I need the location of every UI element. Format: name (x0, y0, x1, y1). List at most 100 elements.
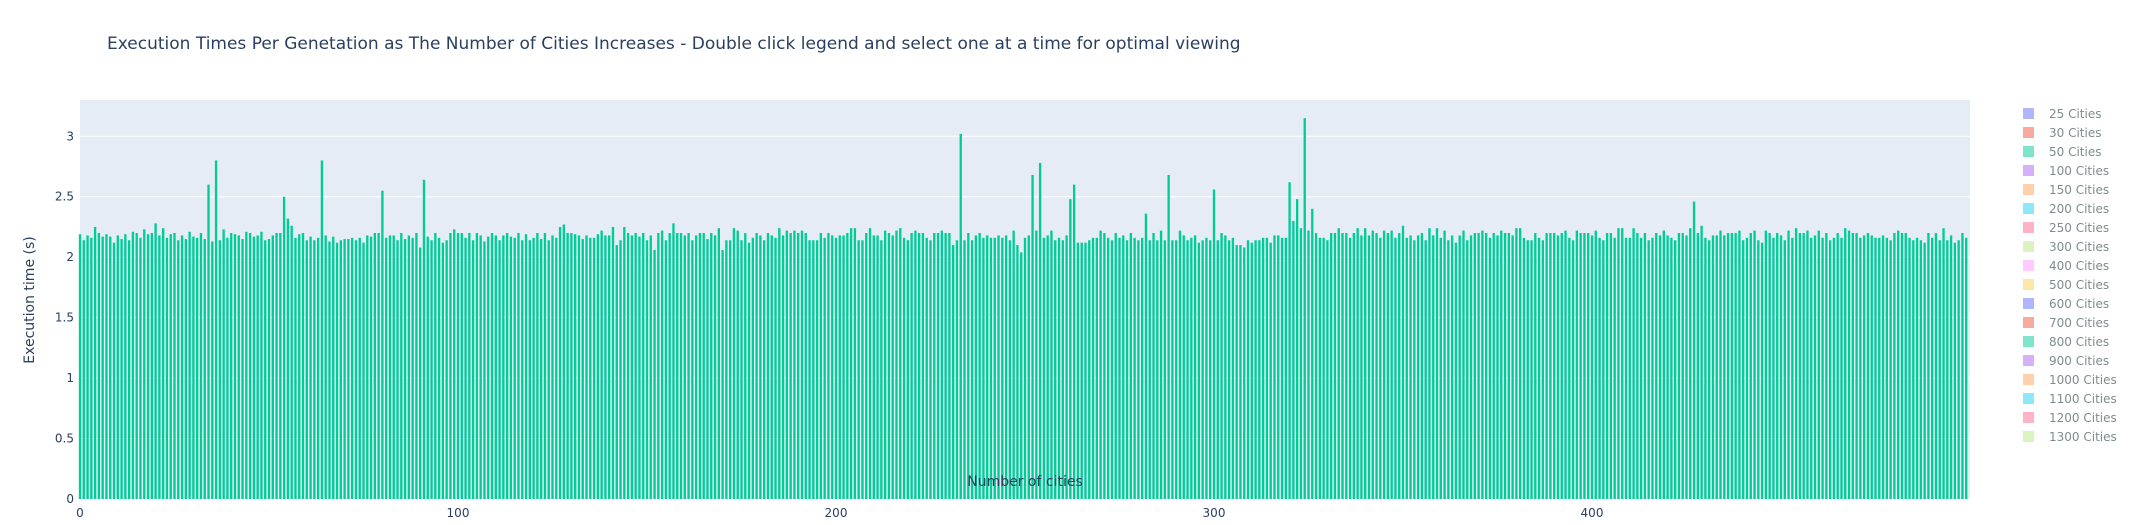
bar[interactable] (1605, 233, 1609, 499)
bar[interactable] (1466, 240, 1469, 499)
bar[interactable] (127, 240, 131, 499)
bar[interactable] (691, 240, 694, 499)
bar[interactable] (642, 233, 645, 499)
bar[interactable] (479, 235, 482, 499)
bar[interactable] (574, 234, 577, 499)
bar[interactable] (502, 235, 505, 499)
bar[interactable] (169, 234, 172, 499)
bar[interactable] (1163, 240, 1167, 499)
bar[interactable] (955, 240, 959, 499)
bar[interactable] (1791, 237, 1794, 499)
bar[interactable] (112, 242, 116, 499)
bar[interactable] (1046, 235, 1049, 499)
bar[interactable] (1175, 240, 1178, 499)
bar[interactable] (1602, 240, 1605, 499)
bar[interactable] (366, 235, 369, 499)
bar[interactable] (936, 233, 940, 499)
bar[interactable] (1072, 184, 1076, 500)
bar[interactable] (744, 233, 747, 499)
bar[interactable] (1897, 230, 1900, 499)
bar[interactable] (139, 237, 142, 499)
bar[interactable] (1730, 233, 1734, 499)
bar[interactable] (1549, 233, 1552, 499)
bar[interactable] (543, 233, 547, 499)
bar[interactable] (634, 233, 637, 499)
bar[interactable] (638, 236, 641, 500)
bar[interactable] (1866, 233, 1870, 499)
bar[interactable] (521, 240, 524, 499)
bar[interactable] (630, 235, 634, 499)
bar[interactable] (717, 228, 720, 499)
bar[interactable] (1428, 228, 1431, 499)
bar[interactable] (1314, 233, 1318, 499)
bar[interactable] (1095, 237, 1098, 499)
bar[interactable] (1401, 225, 1405, 499)
bar[interactable] (781, 235, 785, 499)
bar[interactable] (906, 240, 909, 499)
bar[interactable] (763, 240, 766, 499)
bar[interactable] (1806, 230, 1809, 499)
bar[interactable] (1364, 228, 1367, 499)
bar[interactable] (86, 235, 89, 499)
bar[interactable] (1413, 240, 1416, 499)
bar[interactable] (558, 226, 562, 500)
bar[interactable] (1492, 233, 1495, 499)
bar[interactable] (350, 237, 354, 499)
bar[interactable] (1522, 237, 1526, 499)
bar[interactable] (267, 239, 271, 499)
bar[interactable] (1715, 235, 1718, 499)
bar[interactable] (1345, 233, 1348, 499)
bar[interactable] (1519, 228, 1522, 499)
legend-item[interactable]: 500 Cities (2023, 278, 2109, 292)
bar[interactable] (1613, 237, 1616, 499)
bar[interactable] (1167, 174, 1170, 500)
legend-item[interactable]: 1000 Cities (2023, 373, 2117, 387)
bar[interactable] (282, 196, 286, 499)
bar[interactable] (917, 233, 921, 499)
bar[interactable] (1299, 228, 1303, 499)
bar[interactable] (192, 236, 195, 500)
bar[interactable] (158, 235, 161, 499)
bar[interactable] (1624, 237, 1628, 499)
bar[interactable] (687, 233, 690, 499)
legend-item[interactable]: 300 Cities (2023, 240, 2109, 254)
bar[interactable] (1825, 233, 1828, 499)
bar[interactable] (679, 233, 683, 499)
bar[interactable] (1057, 237, 1061, 499)
bar[interactable] (275, 233, 278, 499)
bar[interactable] (1500, 230, 1503, 499)
bar[interactable] (1326, 240, 1329, 499)
bar[interactable] (305, 240, 308, 499)
bar[interactable] (1900, 233, 1904, 499)
bar[interactable] (1851, 233, 1854, 499)
bar[interactable] (309, 236, 312, 500)
bar[interactable] (468, 233, 471, 499)
bar[interactable] (555, 237, 558, 499)
bar[interactable] (1553, 233, 1556, 499)
bar[interactable] (1749, 233, 1752, 499)
bar[interactable] (1496, 235, 1499, 499)
bar[interactable] (1171, 240, 1174, 499)
bar[interactable] (1726, 233, 1730, 499)
bar[interactable] (226, 237, 229, 499)
bar[interactable] (865, 233, 868, 499)
bar[interactable] (1197, 242, 1201, 499)
bar[interactable] (1632, 228, 1635, 499)
bar[interactable] (1269, 242, 1272, 499)
bar[interactable] (770, 235, 773, 499)
bar[interactable] (940, 230, 944, 499)
bar[interactable] (1103, 233, 1106, 499)
bar[interactable] (1855, 233, 1858, 499)
bar[interactable] (1258, 240, 1261, 499)
bar[interactable] (536, 233, 539, 499)
bar[interactable] (347, 239, 350, 499)
bar[interactable] (1700, 225, 1703, 499)
bar[interactable] (1862, 235, 1866, 499)
bar[interactable] (1560, 233, 1563, 499)
bar[interactable] (702, 233, 705, 499)
bar[interactable] (1949, 235, 1953, 499)
bar[interactable] (396, 240, 399, 499)
bar[interactable] (441, 242, 445, 499)
bar[interactable] (899, 228, 902, 499)
bar[interactable] (1931, 237, 1934, 499)
